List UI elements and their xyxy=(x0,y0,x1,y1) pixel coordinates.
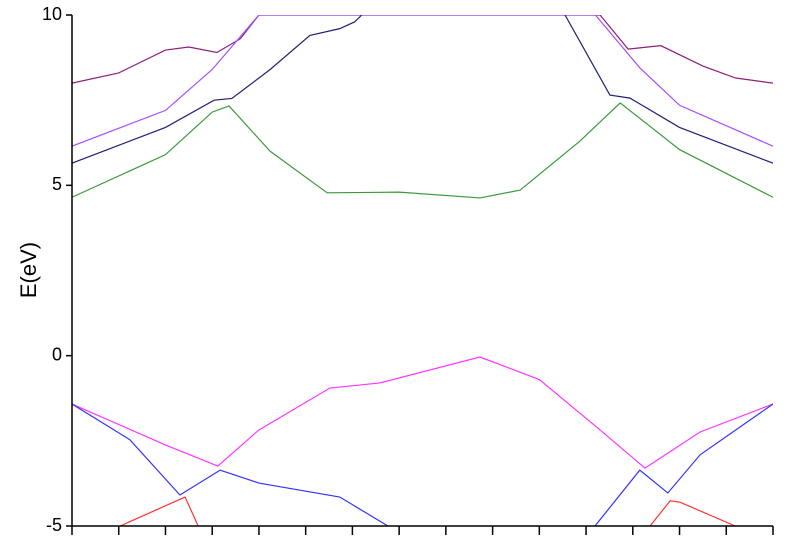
plot-lines xyxy=(72,15,773,526)
band-line xyxy=(72,356,773,469)
band-line xyxy=(72,15,773,147)
y-axis-label: E(eV) xyxy=(16,242,41,298)
band-line xyxy=(72,15,773,84)
band-line xyxy=(72,102,773,199)
band-line xyxy=(119,496,736,526)
y-tick-label: 10 xyxy=(42,4,62,24)
band-line xyxy=(72,15,773,164)
y-tick-label: 5 xyxy=(52,174,62,194)
y-tick-label: -5 xyxy=(46,515,62,535)
band-line xyxy=(72,403,773,526)
y-tick-label: 0 xyxy=(52,344,62,364)
